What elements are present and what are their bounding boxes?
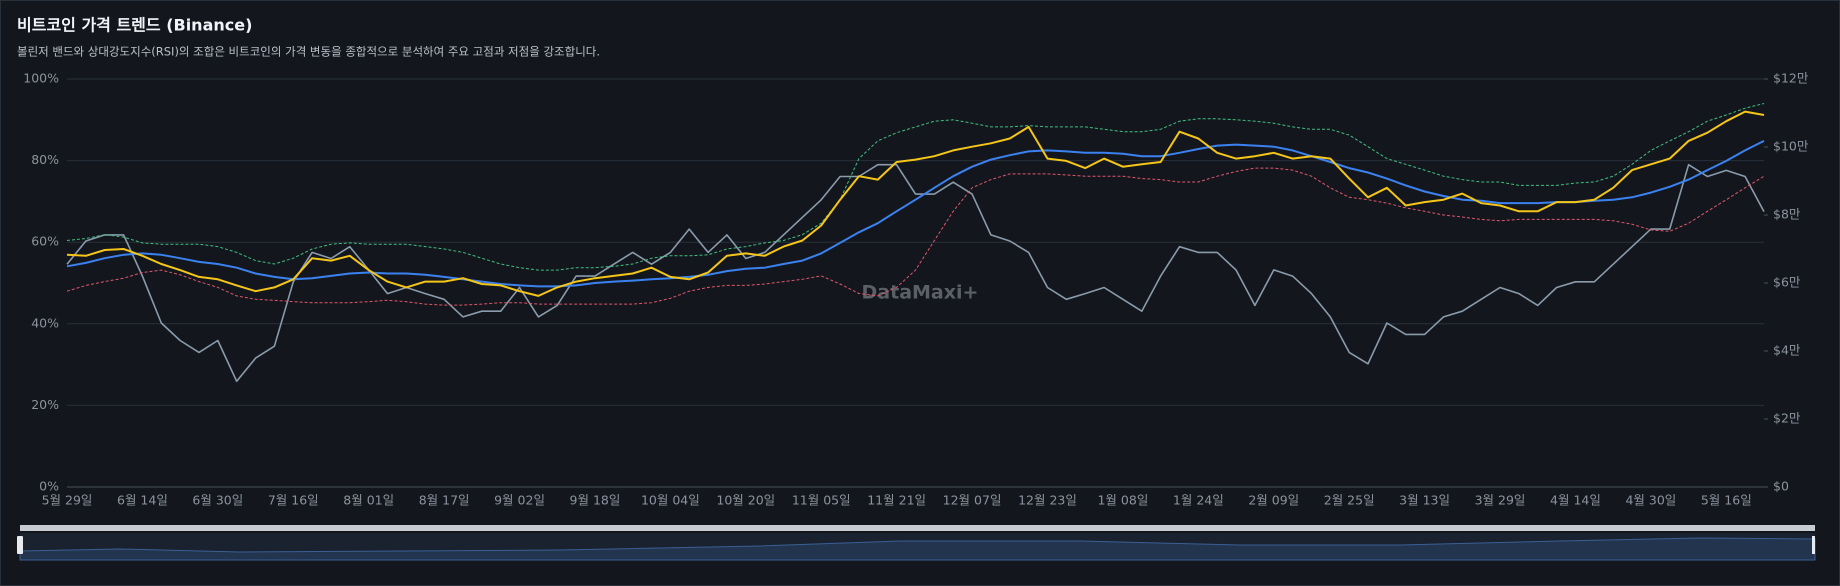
chart-subtitle: 볼린저 밴드와 상대강도지수(RSI)의 조합은 비트코인의 가격 변동을 종합… — [17, 45, 600, 59]
slider-bar[interactable] — [20, 525, 1815, 531]
y-tick-label: 20% — [31, 397, 59, 412]
x-tick-label: 6월 30일 — [192, 493, 243, 508]
x-tick-label: 2월 09일 — [1248, 493, 1299, 508]
y2-tick-label: $6만 — [1773, 275, 1801, 290]
y-tick-label: 0% — [39, 479, 59, 494]
x-tick-label: 11월 21일 — [867, 493, 926, 508]
x-tick-label: 6월 14일 — [117, 493, 168, 508]
x-tick-label: 10월 04일 — [641, 493, 700, 508]
x-tick-label: 10월 20일 — [716, 493, 775, 508]
series-line — [66, 167, 1765, 306]
y2-tick-label: $12만 — [1773, 71, 1809, 86]
series-line — [66, 110, 1765, 297]
x-tick-label: 7월 16일 — [268, 493, 319, 508]
series-line — [66, 103, 1765, 271]
x-tick-label: 3월 13일 — [1399, 493, 1450, 508]
y2-tick-label: $10만 — [1773, 139, 1809, 154]
y2-tick-label: $8만 — [1773, 207, 1801, 222]
x-tick-label: 5월 29일 — [42, 493, 93, 508]
y2-tick-label: $0 — [1773, 479, 1789, 494]
x-tick-label: 9월 18일 — [570, 493, 621, 508]
y-tick-label: 40% — [31, 315, 59, 330]
x-tick-label: 3월 29일 — [1475, 493, 1526, 508]
lines — [66, 103, 1765, 383]
grid: 0% 20% 40% 60% 80% 100% $0 $2만 $4만 $6만 $8만 $10만 $12만… — [23, 71, 1809, 508]
slider-handle[interactable] — [1812, 536, 1815, 554]
x-tick-label: 9월 02일 — [494, 493, 545, 508]
chart-title: 비트코인 가격 트렌드 (Binance) — [17, 16, 252, 35]
x-tick-label: 4월 30일 — [1625, 493, 1676, 508]
x-tick-label: 2월 25일 — [1324, 493, 1375, 508]
x-tick-label: 11월 05일 — [792, 493, 851, 508]
x-tick-label: 4월 14일 — [1550, 493, 1601, 508]
y-tick-label: 60% — [31, 234, 59, 249]
zoom-slider[interactable] — [17, 525, 1816, 561]
x-tick-label: 12월 07일 — [943, 493, 1002, 508]
y2-tick-label: $4만 — [1773, 343, 1801, 358]
series-line — [66, 140, 1765, 288]
y2-tick-label: $2만 — [1773, 411, 1801, 426]
y-tick-label: 80% — [31, 152, 59, 167]
y-tick-label: 100% — [23, 71, 59, 86]
x-tick-label: 1월 24일 — [1173, 493, 1224, 508]
x-tick-label: 5월 16일 — [1701, 493, 1752, 508]
x-tick-label: 8월 01일 — [343, 493, 394, 508]
slider-handle[interactable] — [17, 536, 23, 554]
x-tick-label: 12월 23일 — [1018, 493, 1077, 508]
x-tick-label: 8월 17일 — [419, 493, 470, 508]
x-tick-label: 1월 08일 — [1097, 493, 1148, 508]
watermark: DataMaxi+ — [862, 282, 979, 304]
series-line — [66, 163, 1765, 383]
